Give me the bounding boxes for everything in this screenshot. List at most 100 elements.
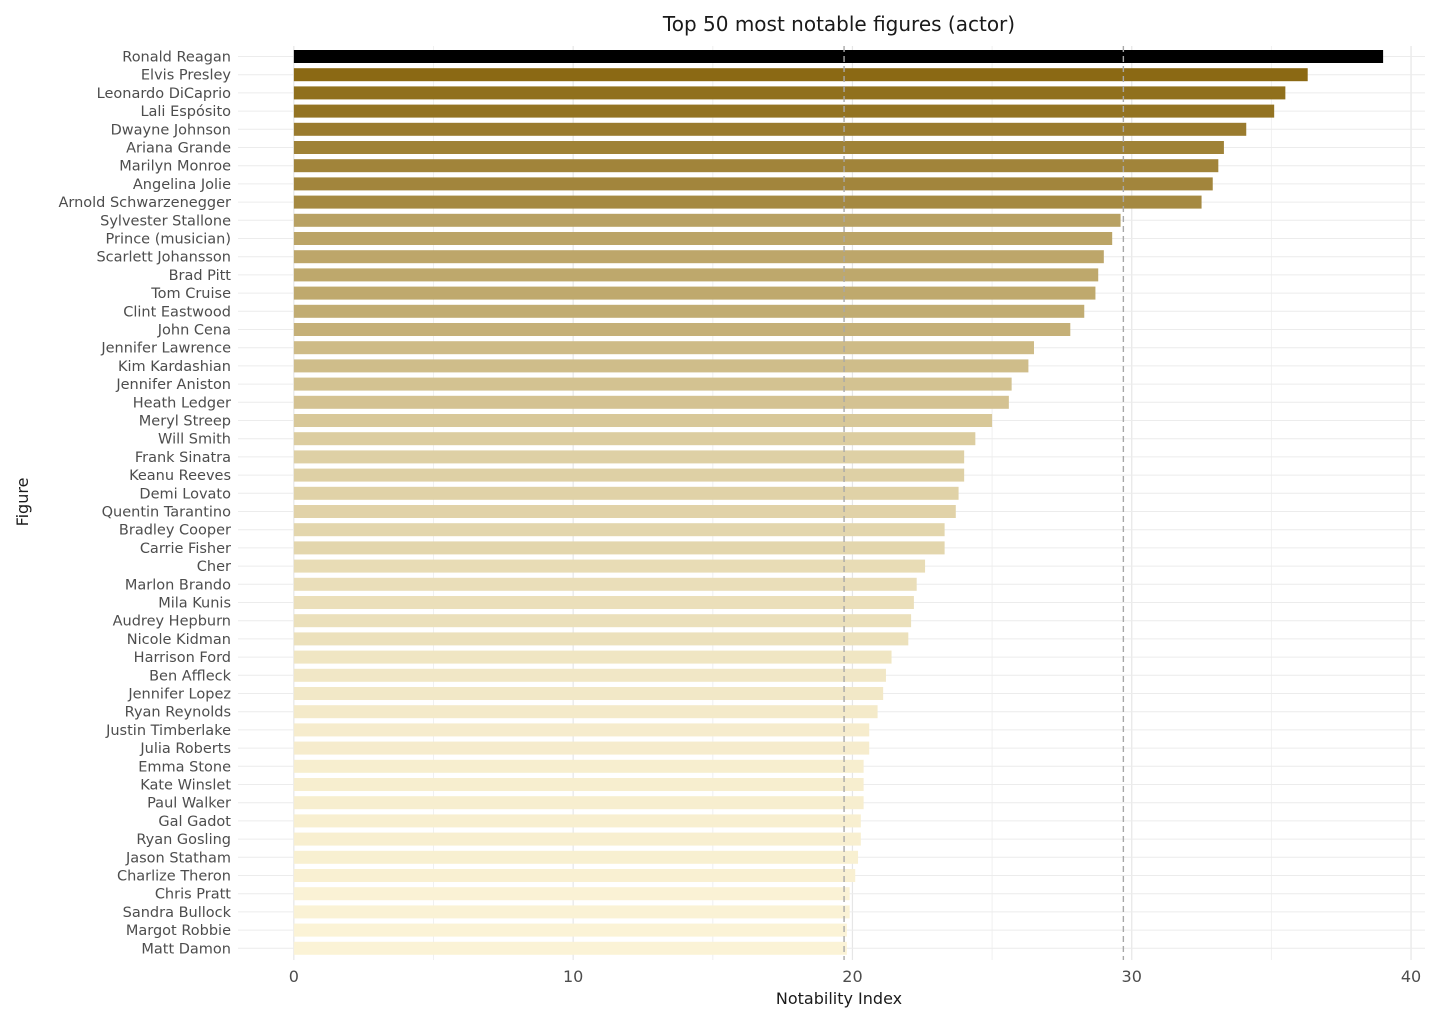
bar: [293, 432, 976, 446]
bar: [293, 232, 1113, 245]
y-tick-label: Jason Statham: [125, 850, 231, 866]
bar: [293, 377, 1012, 391]
y-tick-label: Kim Kardashian: [118, 359, 231, 375]
y-tick-label: Jennifer Aniston: [115, 377, 231, 393]
y-tick-label: Arnold Schwarzenegger: [58, 195, 231, 211]
bar: [293, 541, 945, 555]
y-tick-label: Sylvester Stallone: [100, 213, 231, 229]
reference-lines: [843, 46, 1125, 960]
y-tick-label: Demi Lovato: [139, 486, 231, 502]
y-tick-label: Gal Gadot: [158, 814, 231, 830]
bar: [293, 213, 1121, 227]
y-tick-label: Clint Eastwood: [123, 304, 231, 320]
bar: [293, 778, 864, 791]
y-tick-label: Ryan Reynolds: [125, 705, 231, 721]
x-tick-label: 20: [842, 967, 862, 986]
bar: [293, 159, 1219, 173]
x-axis-title: Notability Index: [776, 989, 902, 1008]
y-tick-label: Angelina Jolie: [133, 177, 231, 193]
bar: [293, 941, 847, 955]
bar: [293, 596, 914, 609]
bar: [293, 559, 926, 573]
bar: [293, 759, 864, 773]
y-tick-label: Heath Ledger: [133, 395, 231, 411]
y-tick-label: Harrison Ford: [134, 650, 231, 666]
y-tick-label: Carrie Fisher: [140, 541, 231, 557]
y-tick-label: Keanu Reeves: [129, 468, 231, 484]
bar: [293, 632, 909, 646]
y-tick-labels: Ronald Reagan Elvis Presley Leonardo DiCap…: [58, 50, 231, 958]
bar: [293, 923, 847, 937]
y-tick-label: Ben Affleck: [149, 668, 231, 684]
bar: [293, 141, 1224, 154]
bar: [293, 395, 1009, 409]
bar: [293, 741, 870, 755]
y-tick-label: Frank Sinatra: [135, 450, 231, 466]
bar: [293, 286, 1096, 300]
bar: [293, 650, 892, 664]
y-tick-label: Mila Kunis: [158, 596, 231, 612]
bar: [293, 177, 1213, 191]
bar: [293, 869, 856, 882]
y-tick-label: Prince (musician): [106, 232, 231, 248]
x-tick-labels: 0 10 20 30 40: [289, 967, 1421, 986]
bar: [293, 832, 861, 846]
bar: [293, 50, 1384, 63]
y-tick-label: Ariana Grande: [126, 141, 231, 157]
bar: [293, 304, 1085, 318]
bar: [293, 668, 886, 682]
y-tick-label: Sandra Bullock: [123, 905, 232, 921]
bar: [293, 195, 1202, 209]
bar: [293, 341, 1034, 355]
bar: [293, 468, 965, 482]
y-tick-label: Charlize Theron: [117, 869, 231, 885]
y-tick-label: Matt Damon: [141, 941, 231, 957]
bars: [293, 50, 1384, 955]
bar: [293, 705, 878, 719]
bar: [293, 104, 1275, 118]
bar: [293, 850, 859, 864]
bar: [293, 486, 959, 500]
y-tick-label: Will Smith: [158, 432, 231, 448]
y-tick-label: Leonardo DiCaprio: [97, 86, 231, 102]
bar: [293, 577, 917, 591]
y-tick-label: Lali Espósito: [140, 104, 231, 120]
bar: [293, 687, 884, 700]
y-tick-label: Chris Pratt: [155, 887, 231, 903]
y-tick-label: Margot Robbie: [126, 923, 231, 939]
y-tick-label: Dwayne Johnson: [111, 122, 231, 138]
y-tick-label: Marlon Brando: [125, 577, 231, 593]
y-tick-label: Audrey Hepburn: [113, 614, 231, 630]
x-tick-label: 10: [563, 967, 583, 986]
x-tick-label: 0: [289, 967, 299, 986]
bar: [293, 905, 850, 919]
y-tick-label: Tom Cruise: [150, 286, 231, 302]
bar: [293, 614, 912, 628]
y-tick-label: Jennifer Lawrence: [100, 341, 231, 357]
y-tick-label: Meryl Streep: [139, 414, 231, 430]
bar: [293, 887, 850, 901]
y-tick-label: Marilyn Monroe: [119, 159, 231, 175]
bar: [293, 814, 861, 828]
bar: [293, 414, 993, 427]
y-tick-label: Brad Pitt: [169, 268, 232, 284]
y-tick-label: Kate Winslet: [140, 778, 231, 794]
bar: [293, 250, 1104, 264]
y-tick-label: Ryan Gosling: [136, 832, 231, 848]
y-tick-label: Julia Roberts: [139, 741, 231, 757]
bar: [293, 450, 965, 464]
y-tick-label: Ronald Reagan: [122, 50, 231, 66]
bar: [293, 523, 945, 537]
y-tick-label: Emma Stone: [138, 759, 231, 775]
bar: [293, 122, 1247, 136]
y-tick-label: Nicole Kidman: [127, 632, 231, 648]
y-tick-label: Elvis Presley: [141, 68, 232, 84]
y-axis-title: Figure: [13, 478, 32, 527]
y-tick-label: Quentin Tarantino: [102, 505, 232, 521]
x-tick-label: 40: [1401, 967, 1421, 986]
y-tick-label: Jennifer Lopez: [127, 687, 231, 703]
bar: [293, 505, 956, 518]
bar: [293, 359, 1029, 373]
